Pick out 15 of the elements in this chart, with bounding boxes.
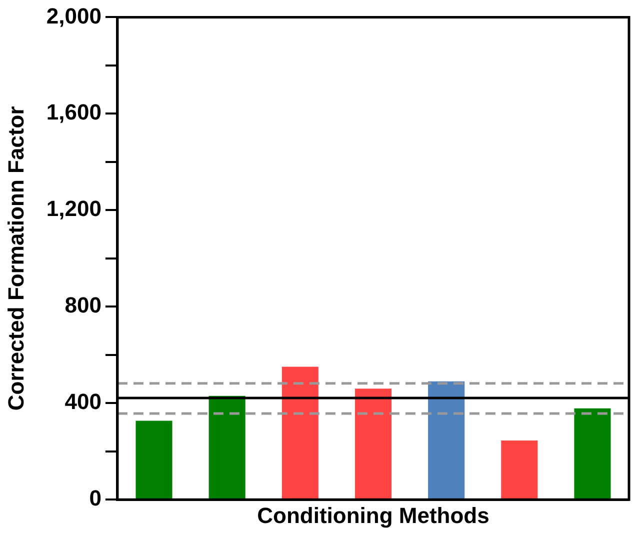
y-tick-label: 800 xyxy=(64,292,102,318)
y-axis-title: Corrected Formationn Factor xyxy=(3,106,28,411)
y-tick-label: 0 xyxy=(89,486,102,511)
bar xyxy=(428,381,465,500)
bar xyxy=(136,420,172,500)
x-axis-title: Conditioning Methods xyxy=(257,502,490,528)
bar xyxy=(208,396,246,500)
bar xyxy=(354,388,392,500)
y-tick-label: 400 xyxy=(64,389,102,414)
y-tick-label: 1,600 xyxy=(46,100,102,125)
y-tick-label: 1,200 xyxy=(46,196,102,222)
bar xyxy=(501,440,538,500)
bar xyxy=(282,366,318,500)
bar xyxy=(574,408,611,500)
y-tick-label: 2,000 xyxy=(46,3,102,28)
